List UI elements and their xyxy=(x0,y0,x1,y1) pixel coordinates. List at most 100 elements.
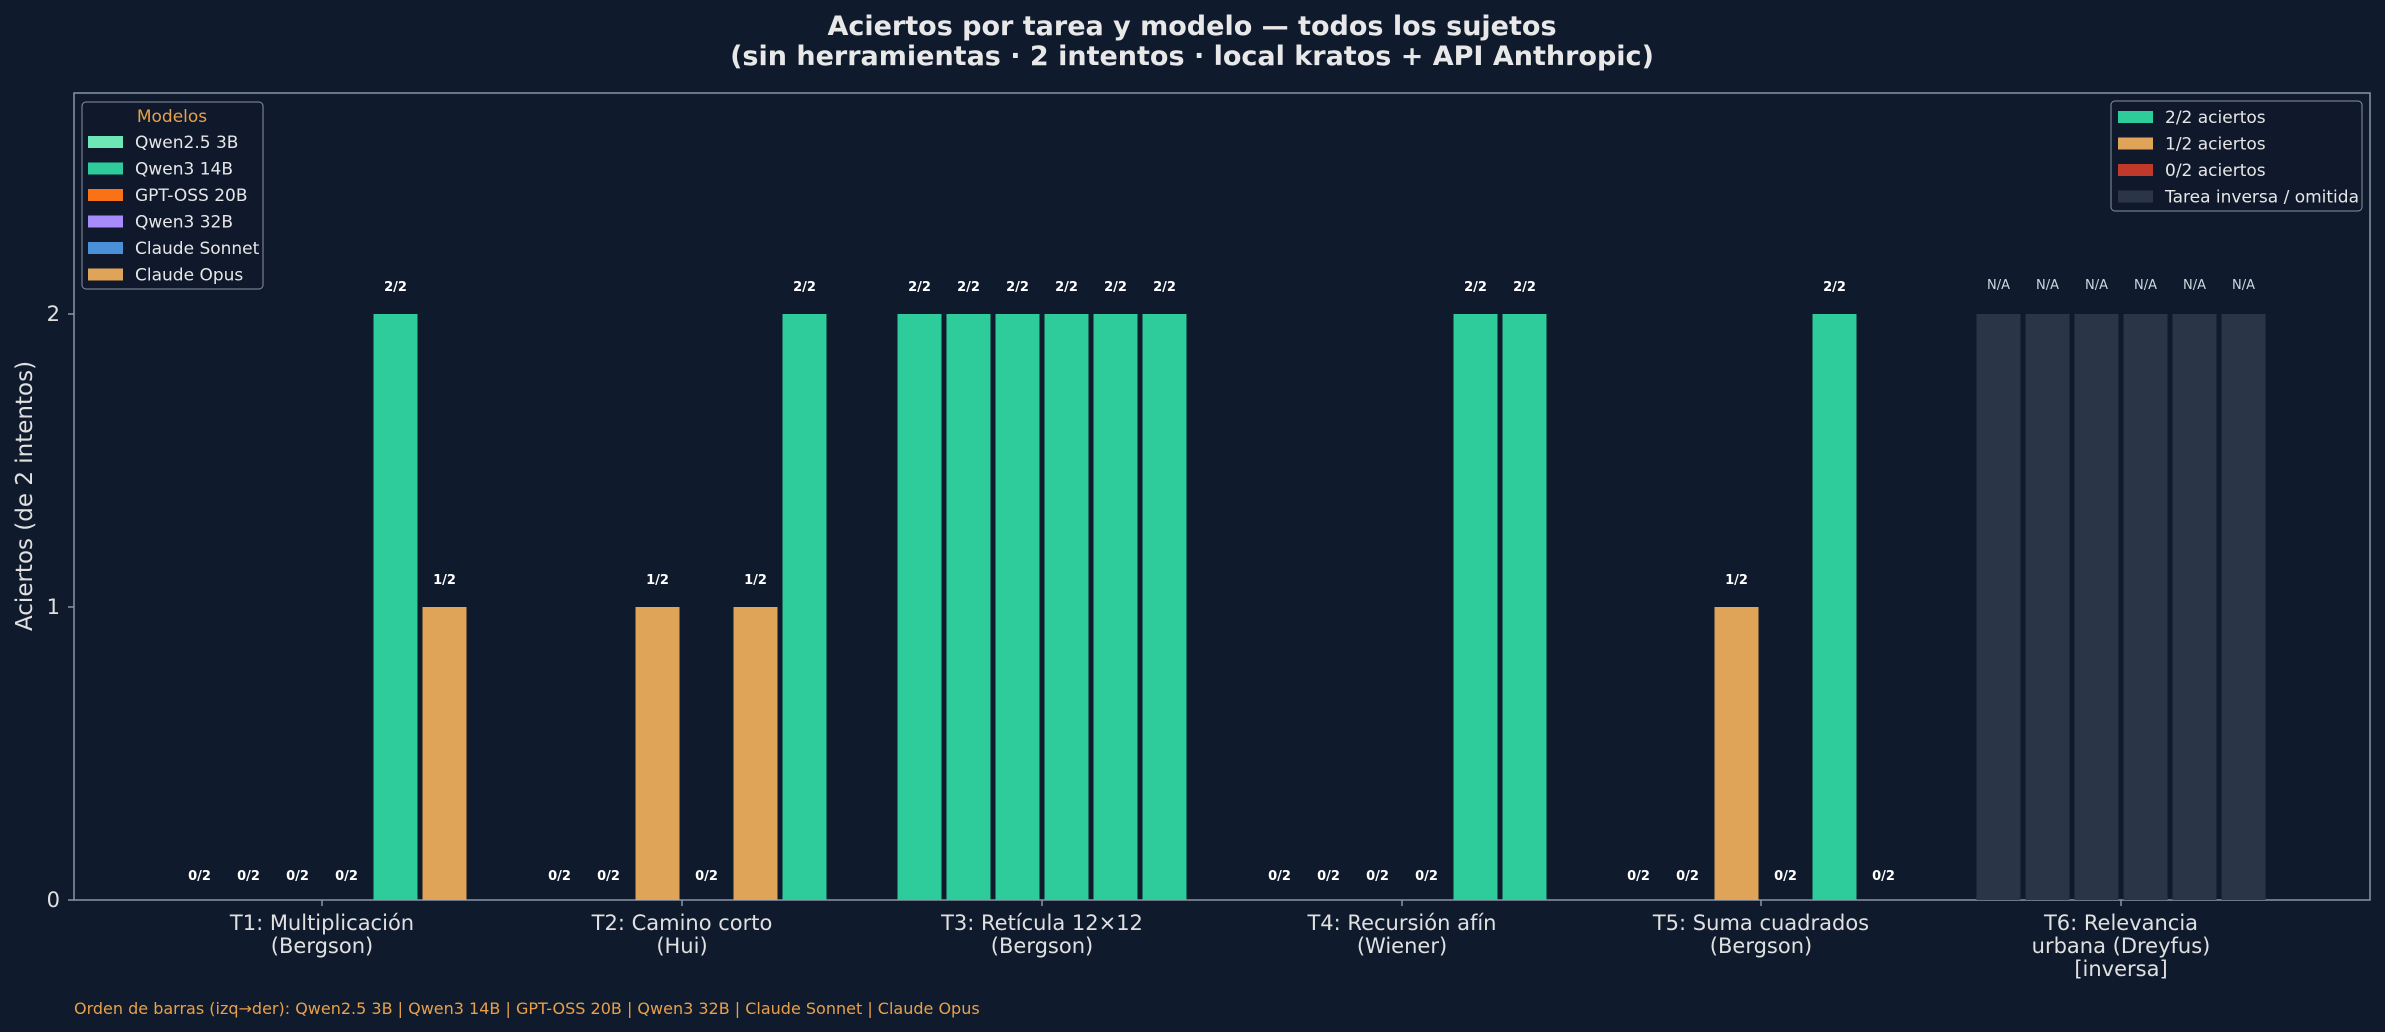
bar-value-label: 1/2 xyxy=(646,573,669,588)
y-tick-label: 0 xyxy=(47,888,60,912)
x-axis: T1: Multiplicación(Bergson)T2: Camino co… xyxy=(229,900,2210,981)
bar-value-label: 0/2 xyxy=(286,869,309,884)
bar-value-label: 1/2 xyxy=(1725,573,1748,588)
bar-value-label: 1/2 xyxy=(744,573,767,588)
bar-value-label: 0/2 xyxy=(1774,869,1797,884)
x-tick-label: T5: Suma cuadrados xyxy=(1652,911,1869,935)
bar-value-label: 0/2 xyxy=(1415,869,1438,884)
bar-value-label: 0/2 xyxy=(188,869,211,884)
legend-label: 1/2 aciertos xyxy=(2165,135,2266,155)
bar-value-label: 0/2 xyxy=(237,869,260,884)
bar-value-label: 0/2 xyxy=(597,869,620,884)
bar xyxy=(373,314,418,900)
x-tick-label: (Bergson) xyxy=(1710,934,1812,958)
y-tick-label: 1 xyxy=(47,595,60,619)
bar xyxy=(1093,314,1138,900)
x-tick-label: T2: Camino corto xyxy=(591,911,773,935)
bars-group xyxy=(373,314,2266,900)
legend-models-frame xyxy=(81,101,264,290)
x-tick-label: urbana (Dreyfus) xyxy=(2032,934,2211,958)
bar-value-label: 0/2 xyxy=(1676,869,1699,884)
bar-value-label: 0/2 xyxy=(335,869,358,884)
bar-value-label: N/A xyxy=(2085,278,2108,293)
bar-value-label: N/A xyxy=(2232,278,2255,293)
x-tick-label: T6: Relevancia xyxy=(2043,911,2198,935)
chart-title-line1: Aciertos por tarea y modelo — todos los … xyxy=(827,11,1556,42)
bar-value-label: N/A xyxy=(2036,278,2059,293)
bar xyxy=(635,607,680,900)
bar-na xyxy=(2221,314,2266,900)
bar xyxy=(733,607,778,900)
bar-value-label: 0/2 xyxy=(695,869,718,884)
x-tick-label: (Bergson) xyxy=(991,934,1093,958)
legend-swatch xyxy=(88,136,123,148)
bar-value-label: 2/2 xyxy=(908,280,931,295)
legend-scores-frame xyxy=(2110,100,2363,212)
bar-value-label: 2/2 xyxy=(793,280,816,295)
x-tick-label: (Bergson) xyxy=(271,934,373,958)
bar-value-label: 2/2 xyxy=(1006,280,1029,295)
bar xyxy=(782,314,827,900)
bar-value-label: 1/2 xyxy=(433,573,456,588)
y-axis: 0 1 2 xyxy=(47,302,74,912)
bar xyxy=(422,607,467,900)
bar-value-label: 0/2 xyxy=(1366,869,1389,884)
legend-swatch xyxy=(88,189,123,201)
bar xyxy=(1142,314,1187,900)
legend-swatch xyxy=(2118,111,2153,123)
bar-value-label: 2/2 xyxy=(384,280,407,295)
bar xyxy=(1453,314,1498,900)
x-tick-label: T4: Recursión afín xyxy=(1306,911,1496,935)
y-tick-label: 2 xyxy=(47,302,60,326)
legend-swatch xyxy=(2118,137,2153,150)
plot-frame xyxy=(73,92,2371,901)
x-tick-label: (Hui) xyxy=(656,934,707,958)
bar-value-label: 2/2 xyxy=(1823,280,1846,295)
legend-label: 2/2 aciertos xyxy=(2165,108,2266,128)
bar-value-label: 0/2 xyxy=(1627,869,1650,884)
bar-value-label: 0/2 xyxy=(1268,869,1291,884)
bar-na xyxy=(2025,314,2070,900)
legend-swatch xyxy=(2118,190,2153,203)
bar-na xyxy=(2172,314,2217,900)
x-tick-label: (Wiener) xyxy=(1357,934,1447,958)
bar xyxy=(1502,314,1547,900)
legend-label: Qwen2.5 3B xyxy=(135,133,238,153)
bar-value-label: 0/2 xyxy=(548,869,571,884)
bar-value-label: 0/2 xyxy=(1872,869,1895,884)
bar-value-label: N/A xyxy=(2183,278,2206,293)
bar xyxy=(897,314,942,900)
bar xyxy=(995,314,1040,900)
legend-models: Modelos Qwen2.5 3B Qwen3 14B GPT-OSS 20B Qwe… xyxy=(81,101,264,290)
bar-labels-group: 0/2 0/2 0/2 0/2 2/2 1/2 0/2 0/2 1/2 0/2 1/2 2/2 2/2 2… xyxy=(188,278,2255,884)
bar-na xyxy=(2123,314,2168,900)
legend-swatch xyxy=(88,268,123,281)
bar xyxy=(946,314,991,900)
bar-na xyxy=(2074,314,2119,900)
bar-value-label: N/A xyxy=(1987,278,2010,293)
bar xyxy=(1044,314,1089,900)
legend-swatch xyxy=(88,242,123,254)
legend-label: Tarea inversa / omitida xyxy=(2164,188,2359,208)
footnote: Orden de barras (izq→der): Qwen2.5 3B | … xyxy=(74,999,980,1018)
bar-value-label: 2/2 xyxy=(957,280,980,295)
legend-label: Qwen3 14B xyxy=(135,160,233,180)
legend-models-title: Modelos xyxy=(137,107,207,127)
bar xyxy=(1812,314,1857,900)
bar-value-label: 2/2 xyxy=(1104,280,1127,295)
bar-na xyxy=(1976,314,2021,900)
chart-title: Aciertos por tarea y modelo — todos los … xyxy=(730,11,1654,72)
bar-value-label: 2/2 xyxy=(1464,280,1487,295)
bar-value-label: N/A xyxy=(2134,278,2157,293)
legend-label: 0/2 aciertos xyxy=(2165,161,2266,181)
legend-label: Claude Sonnet xyxy=(135,239,260,259)
y-axis-label: Aciertos (de 2 intentos) xyxy=(12,361,38,631)
x-tick-label: T3: Retícula 12×12 xyxy=(940,911,1143,935)
x-tick-label: T1: Multiplicación xyxy=(229,911,414,935)
legend-swatch xyxy=(88,162,123,175)
bar xyxy=(1714,607,1759,900)
legend-label: GPT-OSS 20B xyxy=(135,186,248,206)
legend-swatch xyxy=(88,215,123,228)
chart-subtitle: (sin herramientas · 2 intentos · local k… xyxy=(730,41,1654,72)
